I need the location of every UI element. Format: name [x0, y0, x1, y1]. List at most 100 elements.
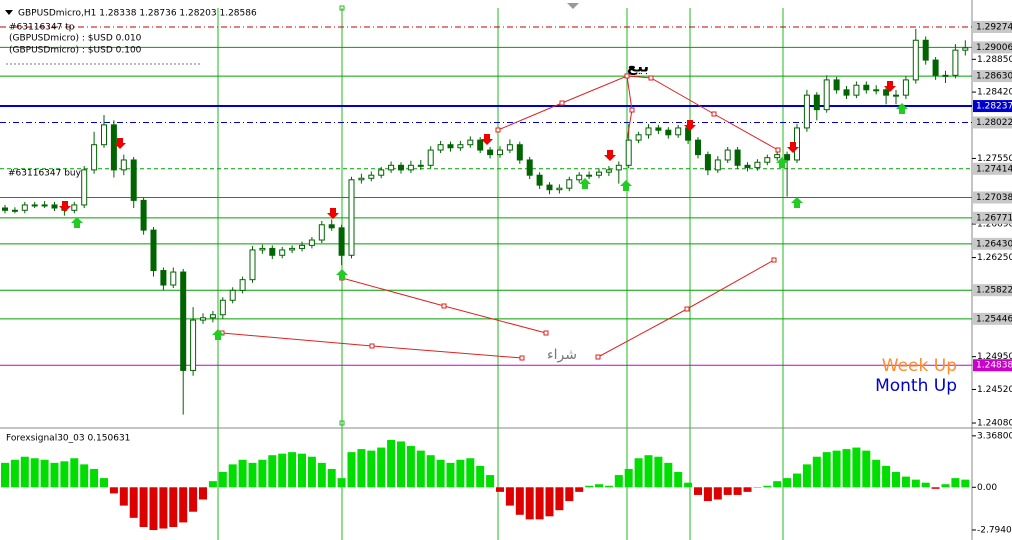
buy-arrow	[71, 217, 83, 228]
histogram-bar	[476, 465, 485, 488]
candle-body	[348, 179, 355, 256]
y-tick-label: 3.368002	[977, 431, 1012, 441]
histogram-bar	[406, 446, 415, 488]
histogram-bar	[515, 487, 524, 515]
candle-body	[101, 124, 107, 146]
histogram-bar	[20, 456, 29, 488]
histogram-bar	[882, 465, 891, 488]
y-tick-label: -2.79404	[977, 525, 1012, 535]
level-label-box	[973, 70, 1012, 83]
buy-arrow	[791, 197, 803, 208]
histogram-bar	[90, 468, 99, 488]
histogram-bar	[664, 462, 673, 488]
sell-arrow	[787, 142, 799, 153]
candle-body	[368, 174, 375, 179]
buy-arrow	[336, 269, 348, 280]
level-label-box	[973, 237, 1012, 250]
sell-arrow	[604, 150, 616, 161]
level-label: 1.27038	[976, 193, 1012, 203]
histogram-bar	[644, 455, 653, 488]
histogram-bar	[80, 464, 89, 488]
histogram-bar	[436, 459, 445, 488]
histogram-bar	[862, 450, 871, 488]
level-label: 1.26771	[976, 213, 1012, 223]
sell-arrow	[684, 120, 696, 131]
histogram-bar	[793, 473, 801, 488]
candle-body	[803, 94, 810, 129]
handle	[543, 330, 549, 336]
histogram-bar	[802, 464, 811, 488]
histogram-bar	[773, 481, 782, 488]
levels	[0, 26, 972, 366]
histogram-bar	[753, 487, 762, 488]
candle-body	[536, 174, 543, 186]
handle	[775, 147, 781, 153]
candle-body	[318, 224, 325, 241]
sell-label: بيع	[627, 58, 649, 76]
candle-body	[437, 144, 444, 151]
histogram-bar	[614, 475, 623, 488]
candle-body	[764, 157, 771, 163]
candle-body	[635, 134, 642, 141]
candle-body	[873, 89, 880, 92]
candle-body	[962, 47, 969, 51]
candle-body	[427, 149, 434, 166]
histogram-bar	[337, 478, 346, 488]
histogram-bar	[278, 453, 287, 488]
buy-arrow	[776, 157, 788, 168]
histogram-bar	[733, 487, 742, 495]
candle-body	[190, 319, 197, 371]
histogram-bar	[100, 478, 108, 488]
candle-body	[299, 244, 305, 249]
histogram-bar	[634, 458, 643, 488]
candle-body	[863, 84, 870, 91]
indicator-title: Forexsignal30_03 0.150631	[6, 434, 130, 444]
handle	[624, 73, 630, 79]
y-tick-label: 1.24950	[977, 352, 1012, 362]
week-label: Week Up	[882, 356, 957, 376]
candle-body	[902, 79, 909, 96]
candle-body	[625, 139, 632, 166]
histogram-bar	[951, 478, 960, 488]
menu-triangle	[5, 10, 13, 15]
handle	[495, 127, 501, 133]
candle-body	[51, 204, 58, 209]
handle	[595, 354, 601, 360]
info-line: (GBPUSDmicro) : $USD 0.100	[9, 46, 142, 56]
candle-body	[506, 144, 513, 151]
handle	[648, 75, 654, 81]
candle-body	[120, 159, 127, 171]
histogram-bar	[377, 447, 386, 488]
candle-body	[784, 154, 791, 161]
handle	[441, 303, 447, 309]
histogram-bar	[812, 456, 821, 488]
histogram-bar	[545, 487, 554, 517]
histogram-bar	[109, 487, 118, 494]
handle	[771, 257, 777, 263]
level-label: 1.29006	[976, 43, 1012, 53]
histogram-bar	[179, 487, 188, 523]
candle-body	[843, 89, 850, 96]
level-label-box	[973, 211, 1012, 224]
sell-arrow	[114, 138, 126, 149]
trend-line	[497, 75, 779, 151]
histogram-bar	[397, 441, 405, 488]
candle-body	[41, 204, 48, 207]
handle	[629, 107, 635, 113]
candle-body	[388, 164, 395, 171]
candle-body	[675, 127, 682, 136]
buy-arrow	[579, 178, 591, 189]
histogram-bar	[674, 472, 683, 488]
histogram-bar	[298, 453, 306, 488]
candle-body	[407, 164, 414, 171]
histogram-bar	[446, 462, 455, 488]
candle-body	[526, 159, 533, 176]
y-tick-label: 1.28420	[977, 88, 1012, 98]
histogram-bar	[852, 447, 861, 488]
info-line: #63116347 tp	[9, 23, 75, 33]
candle-body	[150, 229, 157, 272]
histogram-bar	[911, 479, 920, 488]
sell-arrow	[327, 208, 339, 219]
candle-body	[912, 39, 919, 81]
